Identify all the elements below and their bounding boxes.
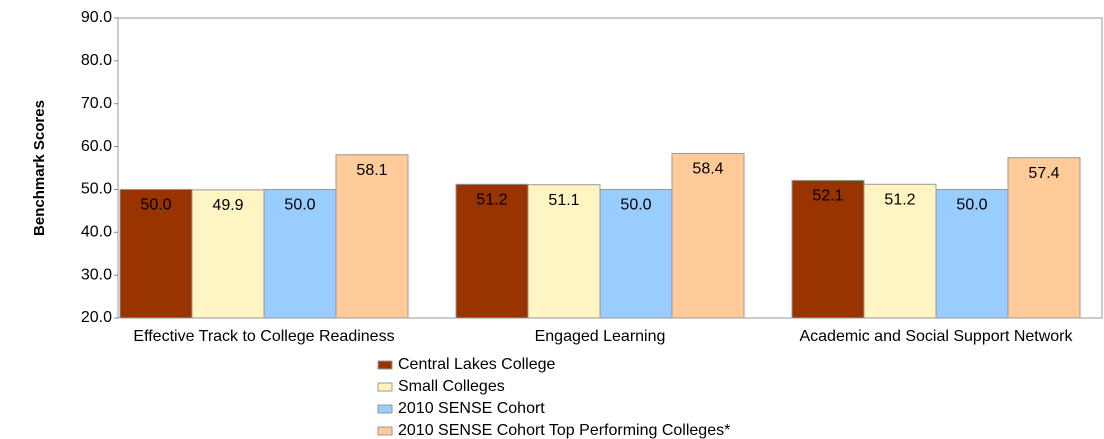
y-tick-label: 40.0: [81, 224, 112, 241]
legend-label: 2010 SENSE Cohort: [398, 400, 545, 417]
data-label: 50.0: [620, 197, 651, 214]
legend-swatch: [377, 426, 393, 436]
legend-swatch: [377, 382, 393, 392]
data-label: 51.1: [548, 192, 579, 209]
bar: [671, 152, 745, 319]
data-label: 50.0: [140, 197, 171, 214]
y-axis-title: Benchmark Scores: [31, 100, 48, 236]
legend-label: Small Colleges: [398, 378, 505, 395]
bar: [335, 154, 409, 319]
y-tick-label: 30.0: [81, 266, 112, 283]
bar: [263, 188, 337, 319]
y-tick-label: 20.0: [81, 309, 112, 326]
bar: [599, 188, 673, 319]
legend-swatch: [377, 360, 393, 370]
data-label: 49.9: [212, 197, 243, 214]
y-tick-label: 90.0: [81, 9, 112, 26]
data-label: 57.4: [1028, 165, 1059, 182]
bar: [119, 188, 193, 319]
data-label: 50.0: [956, 197, 987, 214]
data-label: 52.1: [812, 188, 843, 205]
bar: [1007, 157, 1081, 319]
x-tick-label: Academic and Social Support Network: [799, 328, 1073, 345]
x-tick-label: Engaged Learning: [535, 328, 666, 345]
x-tick-label: Effective Track to College Readiness: [133, 328, 394, 345]
y-tick-label: 50.0: [81, 181, 112, 198]
data-label: 51.2: [476, 192, 507, 209]
data-label: 58.4: [692, 161, 723, 178]
data-label: 51.2: [884, 192, 915, 209]
bar: [455, 183, 529, 319]
y-tick-label: 70.0: [81, 95, 112, 112]
legend-label: 2010 SENSE Cohort Top Performing College…: [398, 422, 730, 439]
bar: [863, 183, 937, 319]
bar: [527, 184, 601, 319]
legend-label: Central Lakes College: [398, 356, 556, 373]
y-tick-label: 60.0: [81, 138, 112, 155]
y-tick-label: 80.0: [81, 52, 112, 69]
data-label: 50.0: [284, 197, 315, 214]
data-label: 58.1: [356, 162, 387, 179]
legend-swatch: [377, 404, 393, 414]
bar: [191, 189, 265, 319]
bar: [935, 188, 1009, 319]
